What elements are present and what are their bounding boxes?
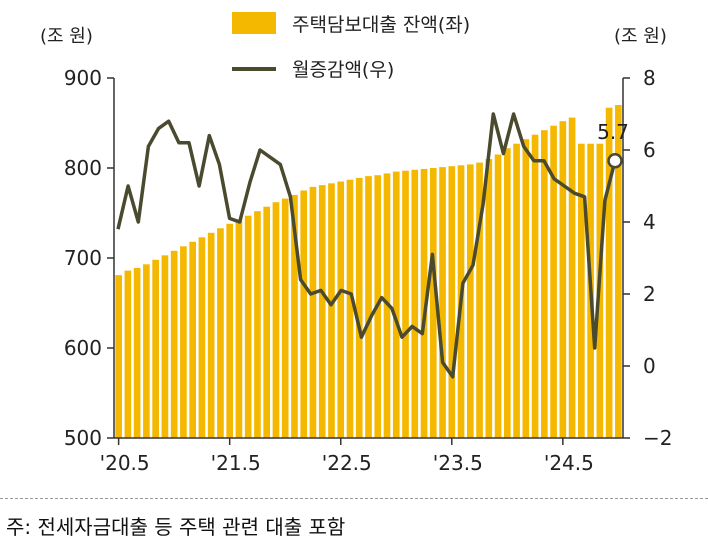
bar: [272, 202, 280, 438]
bar: [152, 259, 159, 438]
bar: [411, 169, 419, 439]
bar: [550, 125, 557, 438]
bar: [420, 168, 428, 438]
bar: [448, 166, 456, 438]
x-tick-label: '21.5: [211, 451, 261, 475]
right-axis-unit: (조 원): [614, 26, 667, 47]
separator: [0, 498, 708, 499]
bar: [503, 148, 511, 438]
bar: [541, 130, 548, 438]
right-tick-label: 6: [643, 138, 656, 162]
bar: [578, 143, 585, 438]
bar: [328, 183, 335, 438]
bar: [198, 237, 206, 438]
right-tick-label: 0: [643, 354, 656, 378]
line-series: 5.7: [116, 112, 629, 379]
last-point-label: 5.7: [597, 120, 629, 144]
line-path: [116, 112, 617, 379]
bar: [429, 168, 437, 438]
bar: [615, 105, 622, 438]
bar: [513, 143, 520, 438]
bar: [226, 223, 234, 438]
legend-line-label: 월증감액(우): [292, 59, 394, 81]
bar: [133, 267, 141, 438]
bar: [337, 181, 345, 438]
bar: [189, 241, 196, 438]
bar: [318, 185, 326, 438]
bar: [402, 170, 409, 438]
bar: [115, 275, 122, 438]
bar: [476, 162, 483, 438]
bar: [355, 177, 363, 438]
right-tick-label: 4: [643, 210, 656, 234]
x-tick-label: '23.5: [433, 451, 483, 475]
right-tick-label: −2: [643, 426, 672, 450]
bar: [466, 164, 474, 438]
bar: [439, 167, 446, 438]
bar: [254, 211, 261, 438]
bar: [605, 107, 613, 438]
bar: [522, 139, 530, 438]
x-tick-label: '24.5: [544, 451, 594, 475]
x-tick-label: '22.5: [322, 451, 372, 475]
bar: [263, 206, 271, 438]
footnote: 주: 전세자금대출 등 주택 관련 대출 포함: [6, 515, 346, 539]
bar: [281, 198, 289, 438]
bar: [531, 134, 539, 438]
bar: [392, 171, 400, 438]
bar: [568, 117, 576, 438]
bar: [143, 264, 150, 438]
left-tick-label: 500: [64, 426, 102, 450]
left-tick-label: 700: [64, 246, 102, 270]
bar: [309, 186, 317, 438]
bar: [346, 179, 354, 438]
chart: 주택담보대출 잔액(좌) 월증감액(우) (조 원) (조 원) 900 800 7…: [40, 12, 673, 475]
bar: [244, 215, 252, 438]
bar: [217, 228, 224, 438]
right-tick-label: 2: [643, 282, 656, 306]
bar: [170, 250, 178, 438]
bar: [180, 246, 187, 438]
legend-bar-label: 주택담보대출 잔액(좌): [292, 14, 470, 36]
legend-bar-swatch: [232, 12, 276, 34]
left-tick-label: 900: [64, 66, 102, 90]
bar: [235, 219, 243, 438]
bar: [365, 176, 372, 438]
left-tick-label: 800: [64, 156, 102, 180]
axes: 900 800 700 600 500 8 6 4 2 0 −2 '20.5 '21.5 '22.5 '23…: [64, 66, 673, 475]
last-point-marker: [607, 153, 623, 169]
bar: [161, 255, 169, 438]
bar: [485, 159, 493, 438]
bar: [124, 270, 132, 438]
left-axis-unit: (조 원): [40, 26, 93, 47]
x-tick-label: '20.5: [100, 451, 150, 475]
bar: [207, 232, 215, 438]
bar: [494, 154, 502, 438]
bar: [300, 190, 308, 438]
bar: [559, 121, 567, 438]
right-tick-label: 8: [643, 66, 656, 90]
bar: [291, 195, 298, 438]
left-tick-label: 600: [64, 336, 102, 360]
